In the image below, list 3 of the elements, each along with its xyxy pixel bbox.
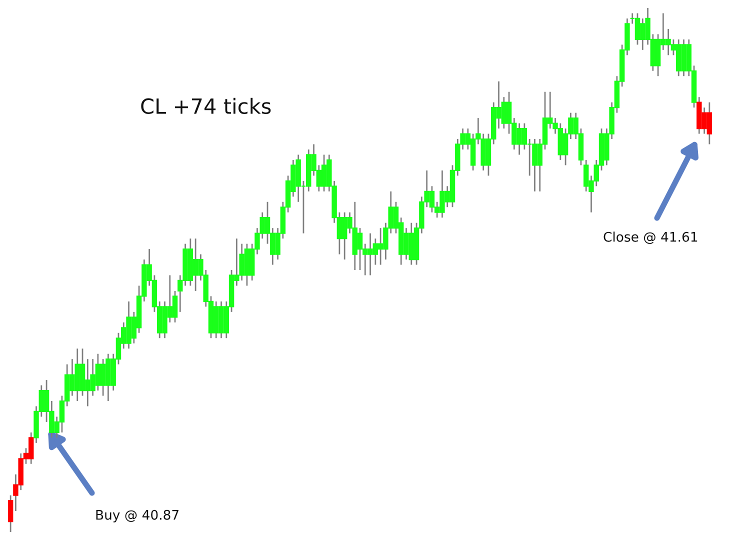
annotation: Buy @ 40.87: [96, 510, 178, 522]
annotation: CL +74 ticks: [141, 98, 271, 114]
annotation: Close @ 41.61: [604, 232, 698, 244]
